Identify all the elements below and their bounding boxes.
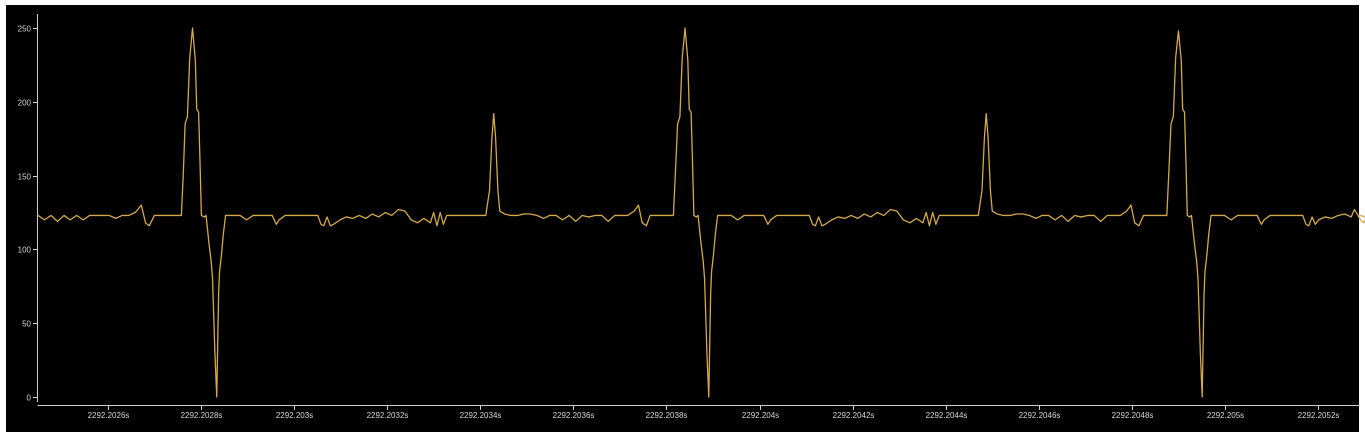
x-tick-label: 2292.205s — [1207, 411, 1244, 420]
y-tick-label: 150 — [18, 173, 32, 182]
x-tick-label: 2292.2048s — [1112, 411, 1154, 420]
x-tick-label: 2292.2028s — [181, 411, 223, 420]
x-tick-label: 2292.2042s — [833, 411, 875, 420]
y-tick-label: 200 — [18, 99, 32, 108]
y-tick-label: 50 — [22, 320, 31, 329]
x-tick-label: 2292.204s — [742, 411, 779, 420]
x-tick-label: 2292.2036s — [553, 411, 595, 420]
y-tick-label: 100 — [18, 246, 32, 255]
x-tick-label: 2292.2046s — [1019, 411, 1061, 420]
x-tick-label: 2292.2044s — [926, 411, 968, 420]
signal-series-line — [38, 28, 1365, 397]
y-tick-label: 250 — [18, 25, 32, 34]
x-tick-label: 2292.203s — [276, 411, 313, 420]
x-tick-label: 2292.2052s — [1298, 411, 1340, 420]
x-tick-label: 2292.2038s — [646, 411, 688, 420]
x-tick-label: 2292.2026s — [88, 411, 130, 420]
x-tick-label: 2292.2032s — [367, 411, 409, 420]
x-tick-label: 2292.2034s — [460, 411, 502, 420]
y-tick-label: 0 — [27, 394, 32, 403]
